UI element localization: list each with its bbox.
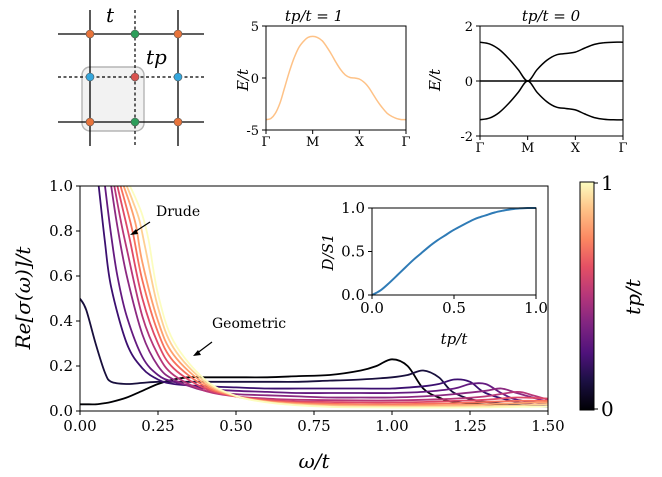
colorbar: 1 0 tp/t bbox=[579, 171, 645, 421]
x-tick-label: 0.00 bbox=[63, 417, 96, 435]
y-tick-label: 1.0 bbox=[49, 177, 73, 195]
x-tick-label: 0.25 bbox=[141, 417, 174, 435]
band-panel-frame bbox=[479, 25, 624, 137]
y-tick-label: -2 bbox=[460, 130, 473, 145]
inset-line-0 bbox=[371, 206, 537, 296]
band-panel-title: tp/t = 0 bbox=[522, 7, 581, 25]
x-tick-label: 1.00 bbox=[375, 417, 408, 435]
site-green bbox=[130, 117, 140, 127]
y-tick-label: 0.8 bbox=[49, 222, 73, 240]
y-tick-label: 0.6 bbox=[49, 267, 73, 285]
annotation-geometric: Geometric bbox=[212, 316, 286, 332]
site-orange bbox=[85, 29, 95, 39]
y-tick-label: 5 bbox=[251, 20, 259, 35]
x-tick-label: 1.50 bbox=[531, 417, 564, 435]
conductivity-line-5 bbox=[113, 186, 548, 402]
conductivity-panel: 0.00 0.25 0.50 0.75 1.00 1.25 1.50 0.0 0.2 0.4 0.6… bbox=[11, 177, 565, 473]
band-panel-ylabel: E/t bbox=[234, 68, 252, 92]
x-tick-label: 0.50 bbox=[219, 417, 252, 435]
inset-xlabel: tp/t bbox=[441, 330, 469, 348]
y-tick-label: 0.2 bbox=[49, 357, 73, 375]
site-blue bbox=[173, 72, 183, 82]
site-orange bbox=[173, 29, 183, 39]
band-line-0 bbox=[265, 35, 407, 121]
y-tick-label: 0.4 bbox=[49, 312, 73, 330]
band-panel-tp0: tp/t = 0 E/t Γ M X Γ-202 bbox=[426, 7, 628, 156]
conductivity-xlabel: ω/t bbox=[298, 449, 330, 473]
y-tick-label: 0.5 bbox=[341, 243, 365, 261]
x-tick-label: 0.0 bbox=[360, 299, 384, 317]
y-tick-label: 0 bbox=[251, 72, 259, 87]
annotation-drude-arrowhead bbox=[130, 229, 138, 235]
colorbar-gradient bbox=[579, 181, 595, 411]
band-panel-title: tp/t = 1 bbox=[285, 7, 343, 25]
annotation-geometric-arrowhead bbox=[193, 350, 201, 356]
conductivity-line-0 bbox=[80, 358, 548, 408]
conductivity-frame bbox=[79, 185, 549, 412]
band-panel-frame bbox=[265, 25, 407, 131]
colorbar-min-label: 0 bbox=[601, 397, 614, 421]
lattice-diagram: t tp bbox=[58, 3, 204, 146]
y-tick-label: -5 bbox=[246, 124, 259, 139]
site-green bbox=[130, 29, 140, 39]
conductivity-ylabel: Re[σ(ω)]/t bbox=[11, 246, 35, 351]
band-line-1 bbox=[479, 80, 624, 121]
inset-background bbox=[372, 208, 536, 295]
y-tick-label: 0 bbox=[465, 75, 473, 90]
band-panel-ylabel: E/t bbox=[426, 68, 444, 92]
site-orange bbox=[85, 117, 95, 127]
hopping-label-tp: tp bbox=[146, 45, 167, 69]
y-tick-label: 1.0 bbox=[341, 199, 365, 217]
x-tick-label: Γ bbox=[475, 141, 484, 156]
x-tick-label: 0.75 bbox=[297, 417, 330, 435]
x-tick-label: 0.5 bbox=[442, 299, 466, 317]
x-tick-label: Γ bbox=[261, 135, 270, 150]
x-tick-label: X bbox=[355, 135, 365, 150]
x-tick-label: X bbox=[571, 141, 581, 156]
conductivity-line-3 bbox=[104, 186, 548, 406]
x-tick-label: M bbox=[306, 135, 319, 150]
conductivity-line-6 bbox=[116, 186, 548, 404]
inset-frame bbox=[371, 207, 537, 296]
x-tick-label: Γ bbox=[401, 135, 410, 150]
site-blue bbox=[85, 72, 95, 82]
conductivity-line-1 bbox=[80, 298, 548, 408]
hopping-label-t: t bbox=[106, 3, 115, 27]
conductivity-line-10 bbox=[129, 186, 548, 409]
site-orange bbox=[173, 117, 183, 127]
annotation-drude: Drude bbox=[156, 204, 200, 220]
y-tick-label: 0.0 bbox=[341, 286, 365, 304]
drude-weight-inset: 0.0 0.5 1.0 0.0 0.5 1.0 tp/t D/S1 bbox=[319, 199, 548, 348]
site-red bbox=[130, 72, 140, 82]
x-tick-label: 1.0 bbox=[524, 299, 548, 317]
inset-ylabel: D/S1 bbox=[319, 234, 337, 272]
colorbar-max-label: 1 bbox=[601, 171, 614, 195]
colorbar-label: tp/t bbox=[621, 278, 645, 315]
x-tick-label: 1.25 bbox=[453, 417, 486, 435]
unit-cell bbox=[81, 66, 145, 132]
x-tick-label: Γ bbox=[618, 141, 627, 156]
conductivity-line-2 bbox=[97, 186, 548, 408]
band-panel-tp1: tp/t = 1 E/t Γ M X Γ-505 bbox=[234, 7, 411, 150]
conductivity-line-4 bbox=[110, 186, 548, 403]
band-line-0 bbox=[479, 41, 624, 82]
x-tick-label: M bbox=[521, 141, 534, 156]
y-tick-label: 2 bbox=[465, 20, 473, 35]
y-tick-label: 0.0 bbox=[49, 402, 73, 420]
